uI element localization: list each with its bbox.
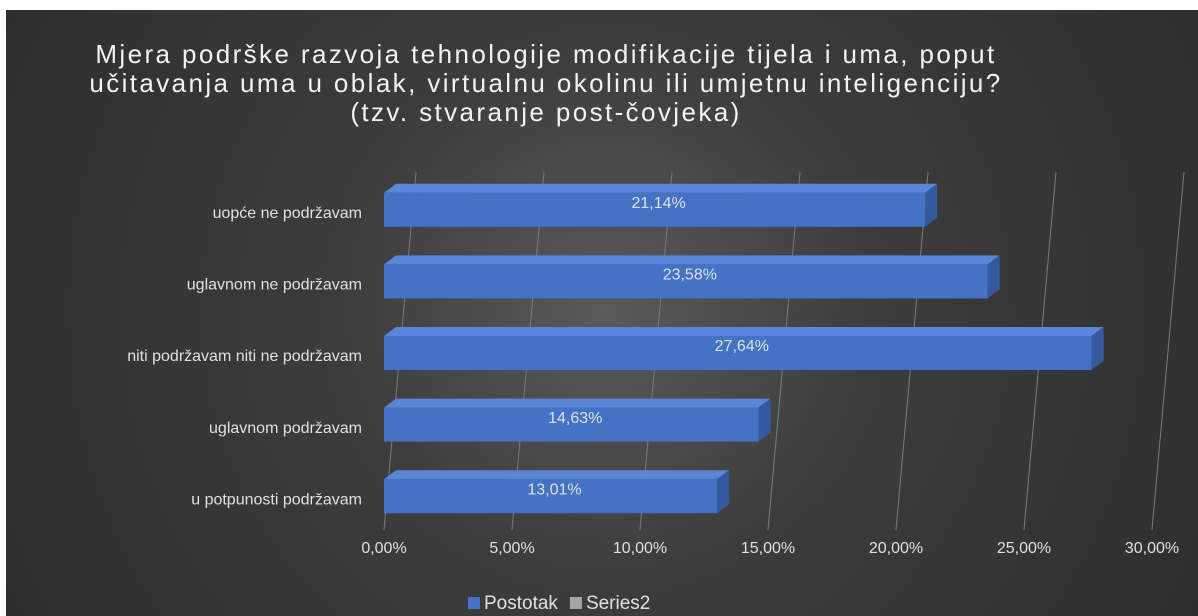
bar-top: [384, 255, 1000, 265]
legend-label: Series2: [586, 593, 650, 614]
bar-top: [384, 183, 938, 193]
bar: [384, 264, 988, 299]
legend-swatch: [468, 597, 480, 609]
y-tick-label: niti podržavam niti ne podržavam: [127, 348, 362, 365]
y-tick-label: uglavnom podržavam: [209, 420, 362, 437]
legend-swatch: [569, 597, 582, 609]
bar-top: [384, 470, 730, 480]
bar-side: [1091, 327, 1104, 370]
grid-line: [1151, 171, 1185, 531]
y-tick-label: uglavnom ne podržavam: [187, 277, 362, 294]
x-tick-label: 5,00%: [489, 540, 534, 557]
legend-label: Postotak: [484, 593, 558, 614]
bar: [384, 407, 759, 442]
x-tick-label: 30,00%: [1125, 540, 1179, 557]
y-tick-label: u potpunosti podržavam: [191, 491, 362, 508]
data-label: 14,63%: [548, 410, 602, 427]
bar-side: [987, 255, 1000, 299]
x-tick-label: 20,00%: [869, 540, 923, 557]
x-tick-label: 25,00%: [997, 540, 1051, 557]
x-tick-label: 15,00%: [741, 540, 795, 557]
data-label: 27,64%: [715, 338, 769, 355]
x-tick-label: 0,00%: [361, 540, 406, 557]
bar-top: [384, 398, 771, 408]
bar: [384, 336, 1092, 370]
chart-title: Mjera podrške razvoja tehnologije modifi…: [89, 39, 1003, 127]
bar: [384, 192, 926, 227]
data-label: 13,01%: [527, 481, 581, 498]
y-tick-label: uopće ne podržavam: [213, 205, 362, 222]
bar-side: [758, 398, 771, 442]
bar: [384, 479, 718, 514]
bar-top: [384, 327, 1104, 336]
data-label: 23,58%: [663, 267, 717, 284]
x-tick-label: 10,00%: [613, 540, 667, 557]
bar-side: [717, 470, 730, 514]
data-label: 21,14%: [631, 195, 685, 212]
bar-side: [925, 183, 938, 227]
chart-area: Mjera podrške razvoja tehnologije modifi…: [6, 10, 1198, 616]
